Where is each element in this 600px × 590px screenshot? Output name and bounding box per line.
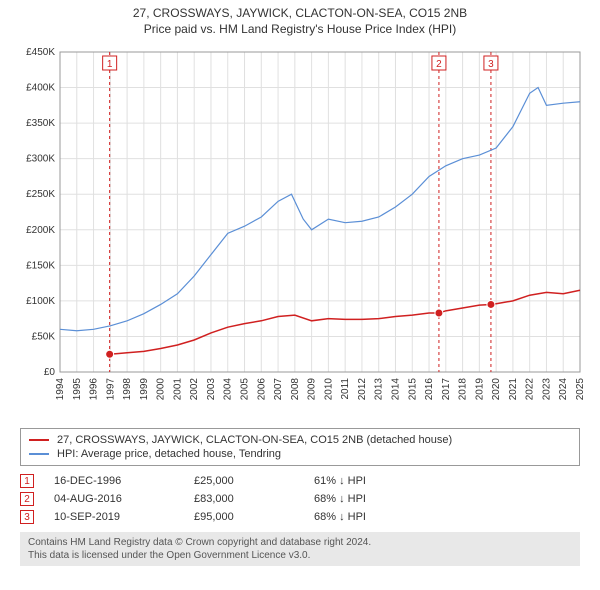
legend-swatch	[29, 439, 49, 441]
svg-text:£400K: £400K	[26, 83, 55, 94]
event-number-box: 1	[20, 474, 34, 488]
svg-text:£350K: £350K	[26, 118, 55, 129]
titles: 27, CROSSWAYS, JAYWICK, CLACTON-ON-SEA, …	[0, 0, 600, 38]
event-price: £83,000	[194, 493, 294, 505]
event-price: £95,000	[194, 511, 294, 523]
footer-attribution: Contains HM Land Registry data © Crown c…	[20, 532, 580, 566]
svg-text:£50K: £50K	[32, 331, 56, 342]
legend-label: 27, CROSSWAYS, JAYWICK, CLACTON-ON-SEA, …	[57, 434, 452, 446]
svg-text:1997: 1997	[105, 378, 116, 401]
legend-item: 27, CROSSWAYS, JAYWICK, CLACTON-ON-SEA, …	[29, 433, 571, 447]
legend: 27, CROSSWAYS, JAYWICK, CLACTON-ON-SEA, …	[20, 428, 580, 466]
event-number-box: 3	[20, 510, 34, 524]
event-row: 2 04-AUG-2016 £83,000 68% ↓ HPI	[20, 490, 580, 508]
svg-text:2018: 2018	[458, 378, 469, 401]
svg-text:1: 1	[107, 59, 113, 70]
event-date: 16-DEC-1996	[54, 475, 174, 487]
svg-text:2025: 2025	[575, 378, 586, 401]
chart-container: 27, CROSSWAYS, JAYWICK, CLACTON-ON-SEA, …	[0, 0, 600, 590]
legend-label: HPI: Average price, detached house, Tend…	[57, 448, 281, 460]
svg-text:£250K: £250K	[26, 189, 55, 200]
svg-text:2002: 2002	[189, 378, 200, 401]
svg-text:2020: 2020	[491, 378, 502, 401]
svg-text:2009: 2009	[307, 378, 318, 401]
svg-text:2022: 2022	[525, 378, 536, 401]
svg-text:2014: 2014	[390, 378, 401, 401]
svg-text:1996: 1996	[89, 378, 100, 401]
svg-text:2024: 2024	[558, 378, 569, 401]
svg-text:£200K: £200K	[26, 225, 55, 236]
svg-text:1995: 1995	[72, 378, 83, 401]
svg-text:2: 2	[436, 59, 442, 70]
svg-text:1998: 1998	[122, 378, 133, 401]
svg-text:2019: 2019	[474, 378, 485, 401]
svg-text:2023: 2023	[541, 378, 552, 401]
svg-text:2006: 2006	[256, 378, 267, 401]
svg-text:2000: 2000	[156, 378, 167, 401]
svg-text:1994: 1994	[55, 378, 66, 401]
svg-text:£450K: £450K	[26, 47, 55, 58]
event-hpi-delta: 61% ↓ HPI	[314, 475, 434, 487]
event-price: £25,000	[194, 475, 294, 487]
svg-text:1999: 1999	[139, 378, 150, 401]
event-row: 3 10-SEP-2019 £95,000 68% ↓ HPI	[20, 508, 580, 526]
svg-text:3: 3	[488, 59, 494, 70]
svg-text:2005: 2005	[240, 378, 251, 401]
svg-text:2016: 2016	[424, 378, 435, 401]
svg-text:2011: 2011	[340, 378, 351, 400]
event-row: 1 16-DEC-1996 £25,000 61% ↓ HPI	[20, 472, 580, 490]
title-subtitle: Price paid vs. HM Land Registry's House …	[0, 22, 600, 36]
svg-text:2013: 2013	[374, 378, 385, 401]
svg-text:2017: 2017	[441, 378, 452, 401]
event-hpi-delta: 68% ↓ HPI	[314, 493, 434, 505]
title-address: 27, CROSSWAYS, JAYWICK, CLACTON-ON-SEA, …	[0, 6, 600, 20]
svg-text:2004: 2004	[223, 378, 234, 401]
svg-text:2001: 2001	[172, 378, 183, 401]
svg-text:£0: £0	[44, 367, 56, 378]
line-chart: £0 £50K £100K £150K £200K £250K £300K £350K £400…	[10, 42, 590, 422]
svg-text:£100K: £100K	[26, 296, 55, 307]
chart-area: £0 £50K £100K £150K £200K £250K £300K £350K £400…	[10, 42, 590, 422]
legend-swatch	[29, 453, 49, 455]
svg-text:£300K: £300K	[26, 154, 55, 165]
svg-text:2008: 2008	[290, 378, 301, 401]
svg-text:2010: 2010	[323, 378, 334, 401]
event-hpi-delta: 68% ↓ HPI	[314, 511, 434, 523]
events-table: 1 16-DEC-1996 £25,000 61% ↓ HPI 2 04-AUG-2016…	[20, 472, 580, 526]
svg-text:2003: 2003	[206, 378, 217, 401]
svg-text:2015: 2015	[407, 378, 418, 401]
svg-text:£150K: £150K	[26, 260, 55, 271]
footer-line1: Contains HM Land Registry data © Crown c…	[28, 536, 572, 549]
event-date: 10-SEP-2019	[54, 511, 174, 523]
event-date: 04-AUG-2016	[54, 493, 174, 505]
svg-text:2021: 2021	[508, 378, 519, 401]
svg-text:2012: 2012	[357, 378, 368, 401]
svg-text:2007: 2007	[273, 378, 284, 401]
footer-line2: This data is licensed under the Open Gov…	[28, 549, 572, 562]
legend-item: HPI: Average price, detached house, Tend…	[29, 447, 571, 461]
event-number-box: 2	[20, 492, 34, 506]
